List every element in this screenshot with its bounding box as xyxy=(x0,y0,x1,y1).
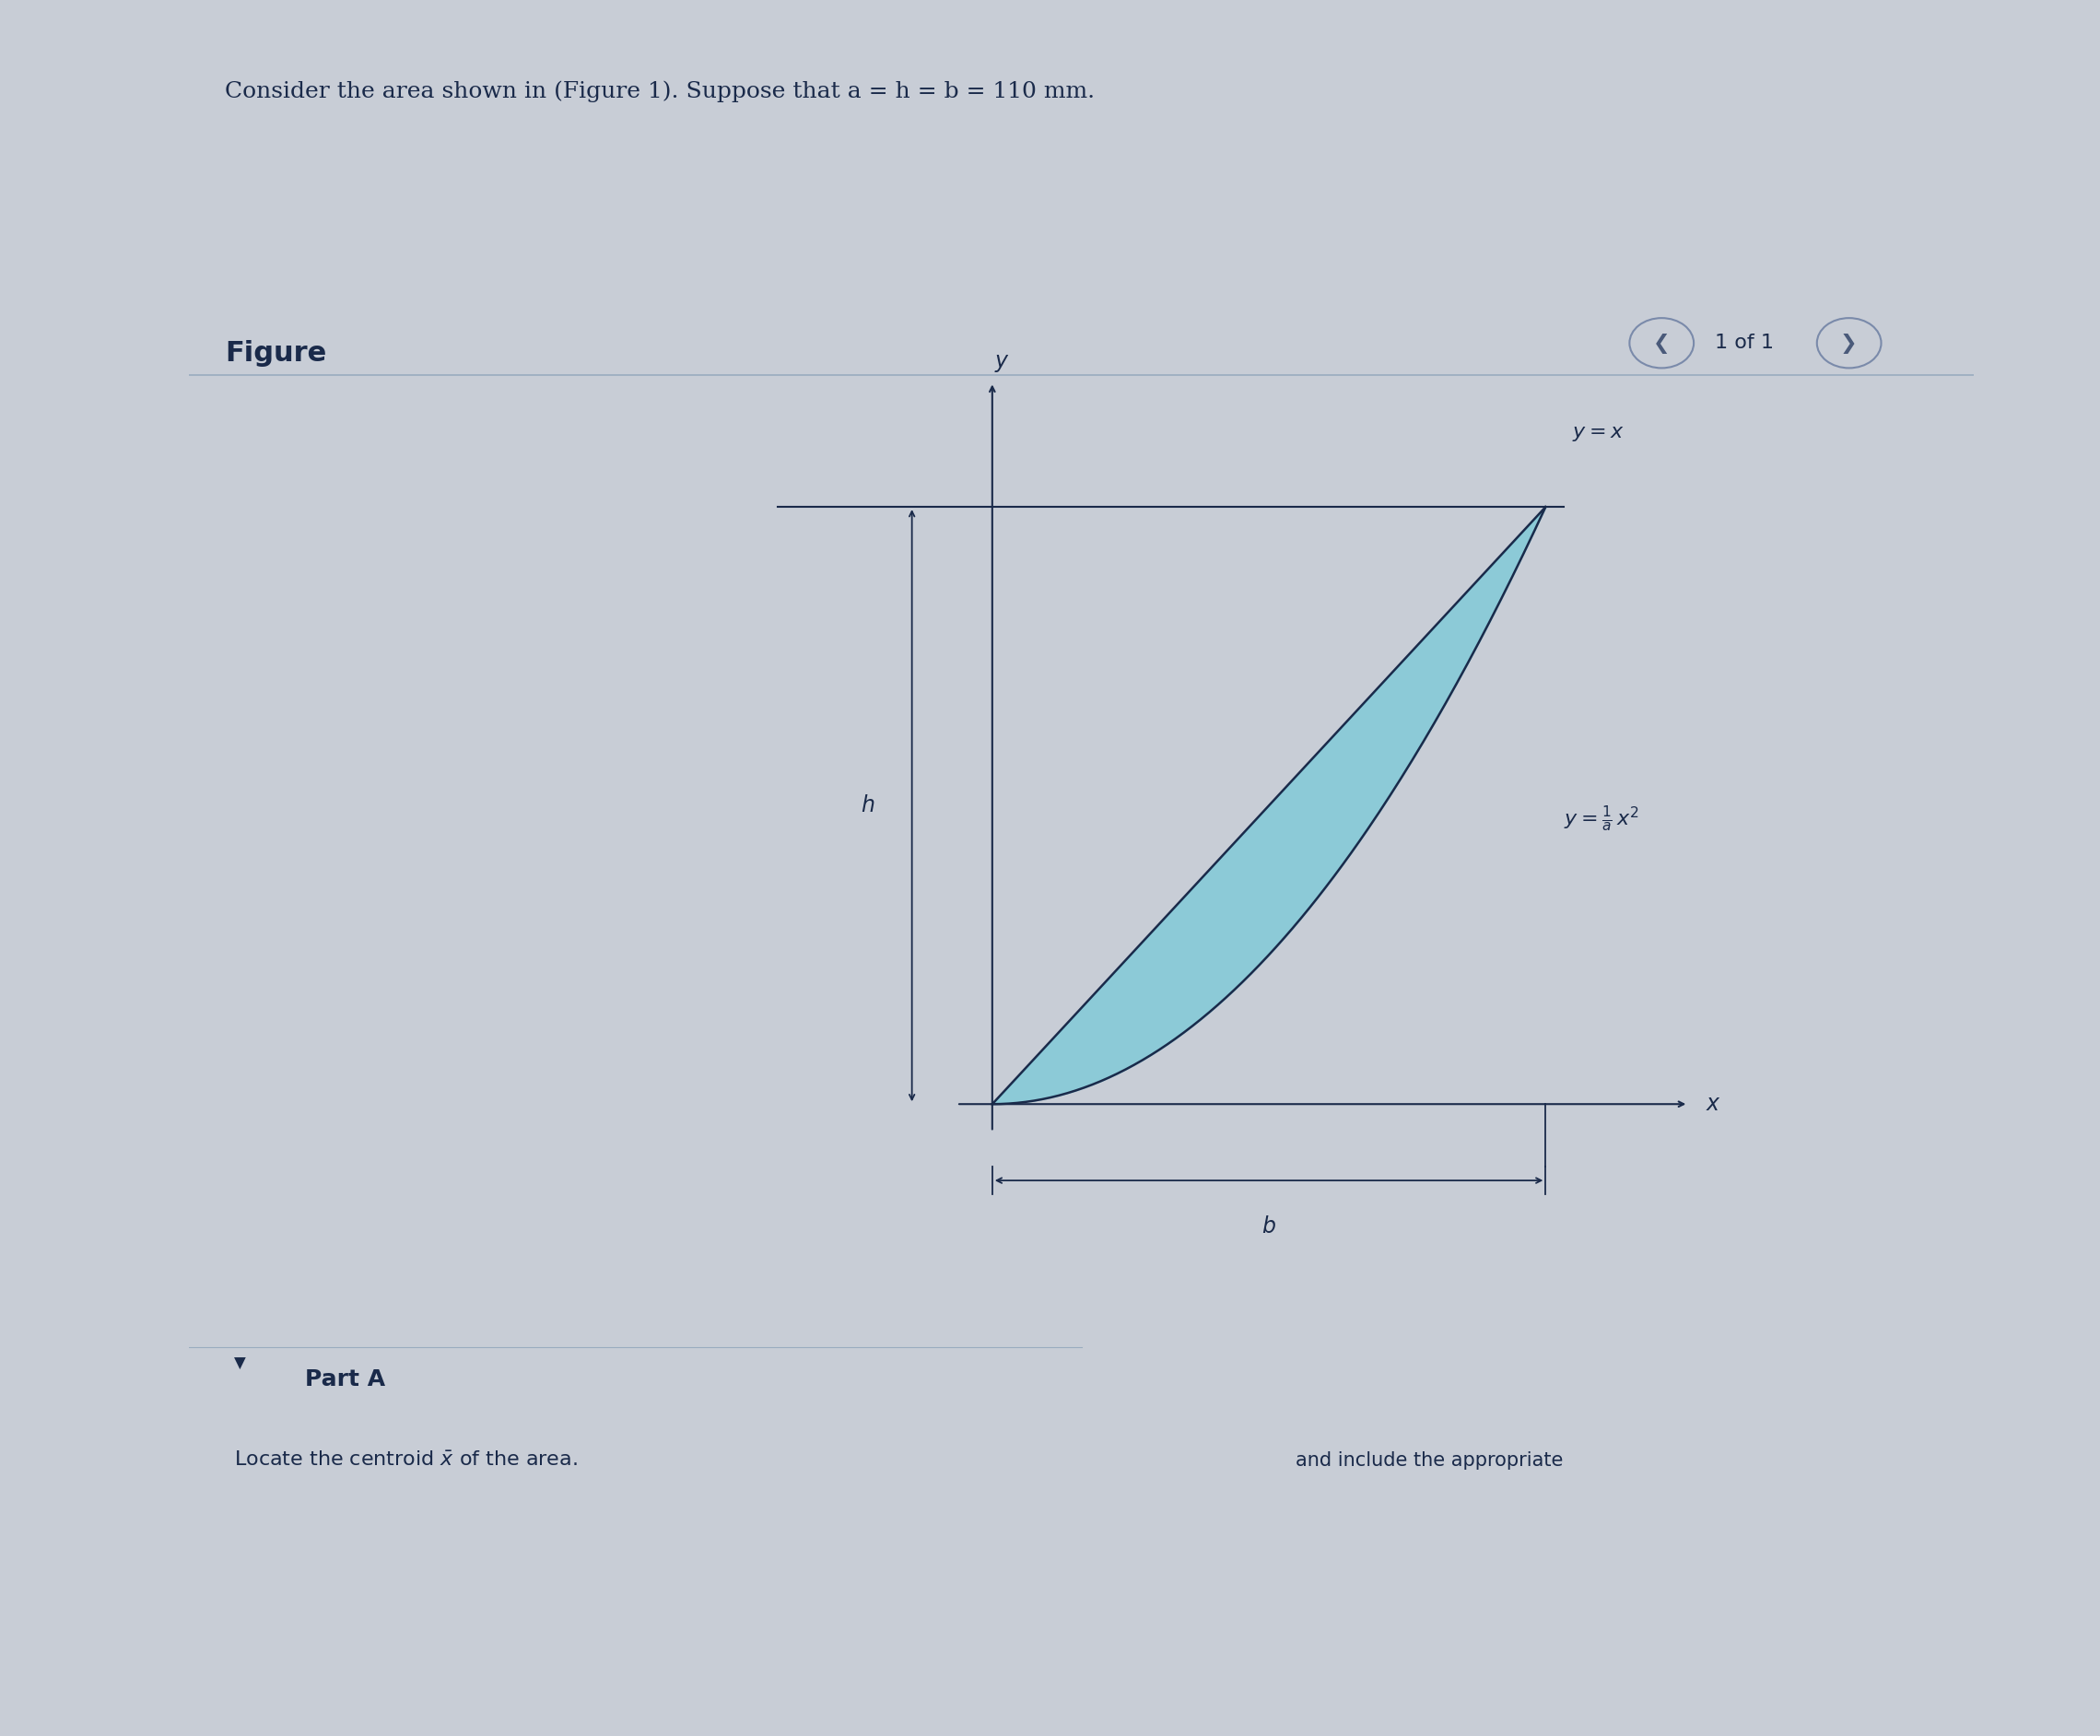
Text: b: b xyxy=(1262,1215,1277,1238)
Text: Locate the centroid $\bar{x}$ of the area.: Locate the centroid $\bar{x}$ of the are… xyxy=(233,1451,578,1470)
Text: Part A: Part A xyxy=(304,1368,384,1391)
Text: Figure: Figure xyxy=(225,340,326,366)
Text: h: h xyxy=(861,795,874,816)
Text: and include the appropriate: and include the appropriate xyxy=(1296,1451,1562,1470)
Text: ▼: ▼ xyxy=(233,1356,246,1371)
Text: $y = \frac{1}{a}\,x^2$: $y = \frac{1}{a}\,x^2$ xyxy=(1562,804,1638,833)
Text: $y = x$: $y = x$ xyxy=(1573,425,1623,443)
Text: ❮: ❮ xyxy=(1653,333,1670,354)
Text: x: x xyxy=(1705,1094,1720,1115)
Text: y: y xyxy=(995,351,1008,373)
Text: 1 of 1: 1 of 1 xyxy=(1716,333,1775,352)
Text: ❯: ❯ xyxy=(1840,333,1856,354)
Text: Consider the area shown in (Figure 1). Suppose that a = h = b = 110 mm.: Consider the area shown in (Figure 1). S… xyxy=(225,80,1094,102)
